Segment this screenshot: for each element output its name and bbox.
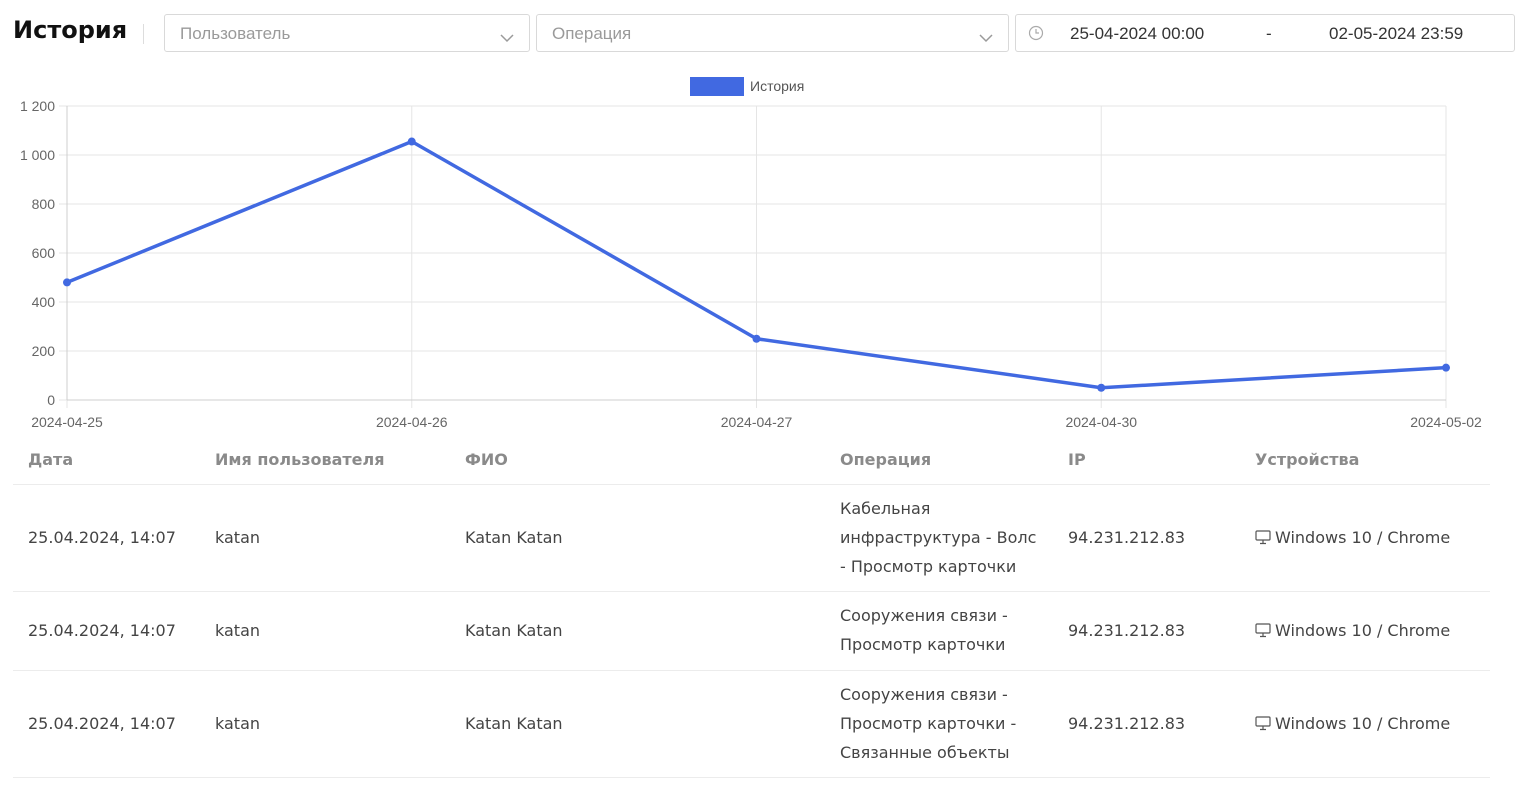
monitor-icon — [1255, 623, 1271, 638]
history-line-chart: 1 200 1 000 800 600 400 200 0 2024-04-25 2024-04… — [20, 77, 1482, 430]
column-header-fio[interactable]: ФИО — [465, 450, 508, 469]
y-tick-label: 600 — [32, 245, 56, 261]
data-point — [63, 278, 71, 287]
cell-date: 25.04.2024, 14:07 — [28, 528, 176, 547]
y-tick-label: 800 — [32, 196, 56, 212]
device-label: Windows 10 / Chrome — [1275, 621, 1451, 640]
date-to-input[interactable]: 02-05-2024 23:59 — [1329, 24, 1464, 43]
cell-operation: Сооружения связи - Просмотр карточки - С… — [840, 680, 1040, 767]
date-range-separator: - — [1266, 24, 1272, 43]
y-tick-label: 400 — [32, 294, 56, 310]
cell-date: 25.04.2024, 14:07 — [28, 621, 176, 640]
history-table: Дата Имя пользователя ФИО Операция IP Ус… — [13, 440, 1490, 778]
y-tick-label: 1 000 — [20, 147, 55, 163]
filter-bar: История Пользователь Операция 25-04-2024… — [0, 0, 1515, 70]
operation-line: - Просмотр карточки — [840, 557, 1017, 576]
cell-ip: 94.231.212.83 — [1068, 528, 1186, 547]
cell-ip: 94.231.212.83 — [1068, 714, 1186, 733]
data-point — [1097, 383, 1106, 392]
operation-line: Просмотр карточки - — [840, 714, 1017, 733]
device-label: Windows 10 / Chrome — [1275, 528, 1451, 547]
cell-fio: Katan Katan — [465, 714, 563, 733]
cell-username: katan — [215, 714, 261, 733]
date-range-picker[interactable]: 25-04-2024 00:00 - 02-05-2024 23:59 — [1015, 14, 1515, 52]
operation-select[interactable]: Операция — [536, 14, 1009, 52]
cell-fio: Katan Katan — [465, 528, 563, 547]
x-tick-label: 2024-05-02 — [1410, 414, 1482, 430]
legend-swatch — [690, 77, 744, 96]
operation-line: Связанные объекты — [840, 743, 1010, 762]
cell-device: Windows 10 / Chrome — [1255, 709, 1450, 738]
device-label: Windows 10 / Chrome — [1275, 714, 1451, 733]
legend-label: История — [750, 78, 804, 94]
cell-fio: Katan Katan — [465, 621, 563, 640]
operation-line: Кабельная — [840, 499, 931, 518]
y-tick-label: 200 — [32, 343, 56, 359]
y-tick-label: 1 200 — [20, 98, 55, 114]
table-header: Дата Имя пользователя ФИО Операция IP Ус… — [13, 440, 1490, 485]
x-tick-label: 2024-04-30 — [1065, 414, 1137, 430]
chevron-down-icon — [500, 28, 514, 48]
monitor-icon — [1255, 716, 1271, 731]
table-row[interactable]: 25.04.2024, 14:07 katan Katan Katan Кабе… — [13, 485, 1490, 592]
column-header-date[interactable]: Дата — [28, 450, 74, 469]
table-row[interactable]: 25.04.2024, 14:07 katan Katan Katan Соор… — [13, 671, 1490, 778]
cell-operation: Сооружения связи - Просмотр карточки — [840, 601, 1040, 659]
page-title: История — [13, 16, 128, 44]
cell-device: Windows 10 / Chrome — [1255, 523, 1450, 552]
data-point — [752, 334, 761, 343]
x-tick-label: 2024-04-25 — [31, 414, 103, 430]
operation-line: Сооружения связи - — [840, 685, 1008, 704]
monitor-icon — [1255, 530, 1271, 545]
column-header-devices[interactable]: Устройства — [1255, 450, 1360, 469]
chevron-down-icon — [979, 28, 993, 48]
cell-username: katan — [215, 528, 261, 547]
operation-line: Сооружения связи - — [840, 606, 1008, 625]
user-select-placeholder: Пользователь — [180, 24, 291, 43]
clock-icon — [1028, 25, 1044, 46]
cell-username: katan — [215, 621, 261, 640]
cell-device: Windows 10 / Chrome — [1255, 616, 1450, 645]
divider — [143, 24, 144, 44]
operation-line: инфраструктура - Волс — [840, 528, 1037, 547]
x-tick-label: 2024-04-26 — [376, 414, 448, 430]
cell-ip: 94.231.212.83 — [1068, 621, 1186, 640]
cell-operation: Кабельная инфраструктура - Волс - Просмо… — [840, 494, 1040, 581]
user-select[interactable]: Пользователь — [164, 14, 530, 52]
x-tick-label: 2024-04-27 — [721, 414, 793, 430]
y-tick-label: 0 — [47, 392, 55, 408]
data-point — [407, 137, 416, 146]
date-from-input[interactable]: 25-04-2024 00:00 — [1070, 24, 1205, 43]
history-chart: 1 200 1 000 800 600 400 200 0 2024-04-25 2024-04… — [0, 70, 1515, 440]
operation-line: Просмотр карточки — [840, 635, 1006, 654]
operation-select-placeholder: Операция — [552, 24, 632, 43]
table-row[interactable]: 25.04.2024, 14:07 katan Katan Katan Соор… — [13, 592, 1490, 671]
data-point — [1442, 363, 1450, 372]
column-header-username[interactable]: Имя пользователя — [215, 450, 385, 469]
column-header-ip[interactable]: IP — [1068, 450, 1086, 469]
column-header-operation[interactable]: Операция — [840, 450, 932, 469]
cell-date: 25.04.2024, 14:07 — [28, 714, 176, 733]
